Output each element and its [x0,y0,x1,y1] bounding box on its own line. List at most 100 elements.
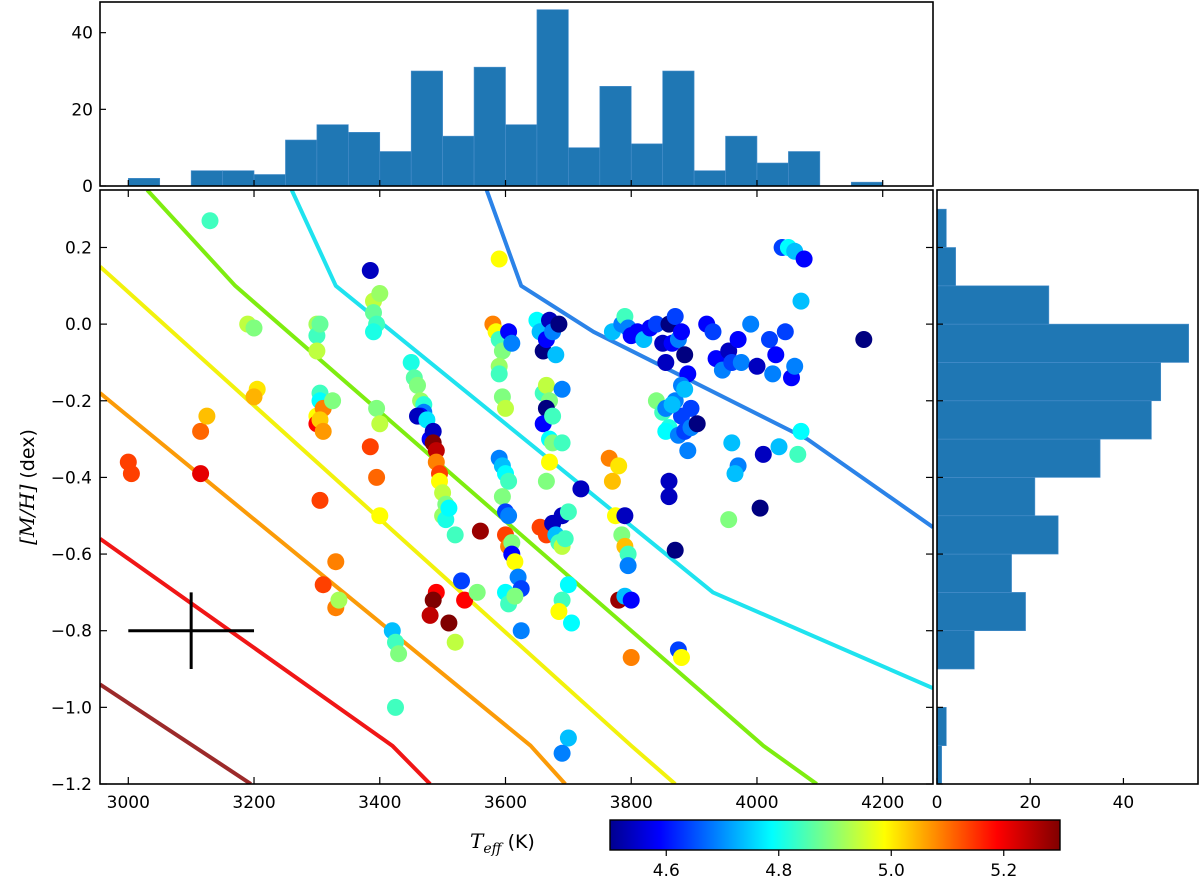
scatter-point [786,357,804,375]
scatter-point [559,576,577,594]
scatter-point [390,645,408,663]
colorbar-tick-label: 4.6 [653,861,680,881]
scatter-point [330,591,348,609]
mh-hist-xtick-label: 20 [1019,793,1041,813]
scatter-xtick-label: 3000 [107,793,150,813]
mh-hist-bar [936,630,975,670]
teff-hist-ytick-label: 40 [71,24,93,44]
scatter-point [368,399,386,417]
scatter-point [704,323,722,341]
teff-hist-bar [756,162,789,187]
teff-hist-bar [285,139,318,187]
scatter-xtick-label: 3800 [610,793,653,813]
teff-hist-ytick-label: 0 [82,177,93,197]
teff-hist-bar [662,70,695,187]
scatter-ytick-label: −0.4 [51,468,92,488]
metallicity-histogram-bars [936,208,1189,785]
scatter-point [440,499,458,517]
scatter-xtick-label: 3600 [484,793,527,813]
scatter-point [314,422,332,440]
scatter-point [751,499,769,517]
teff-hist-bar [568,147,601,187]
scatter-point [682,399,700,417]
scatter-point [493,488,511,506]
scatter-point [732,354,750,371]
metallicity-histogram-frame [936,189,1199,785]
scatter-point [748,357,766,375]
mh-hist-bar [936,362,1162,402]
teff-hist-bar [473,66,506,187]
teff-hist-bar [599,86,632,187]
scatter-xtick-label: 4000 [735,793,778,813]
scatter-point [537,472,555,490]
scatter-point [660,472,678,490]
scatter-point [490,250,508,268]
teff-hist-bar [316,124,349,187]
scatter-point [666,541,684,559]
colorbar-tick-label: 4.8 [765,861,792,881]
scatter-point [550,603,568,620]
scatter-point [409,376,426,394]
scatter-point [729,331,747,348]
scatter-point [767,346,785,364]
y-axis-label: [M/H] (dex) [15,429,39,545]
scatter-point [192,465,210,483]
scatter-ytick-label: −0.2 [51,392,92,412]
colorbar-tick-label: 5.0 [878,861,905,881]
scatter-point [663,396,681,414]
isoline [100,391,567,784]
scatter-point [371,285,389,302]
mh-hist-bar [936,592,1026,632]
scatter-point [553,380,571,398]
scatter-point [506,587,524,605]
scatter-point [503,334,521,352]
scatter-point [471,522,489,540]
scatter-xticks: 3000 3200 3400 3600 3800 4000 4200 [107,190,904,813]
scatter-point [324,392,342,410]
scatter-point [453,572,470,590]
scatter-point [440,614,458,632]
scatter-point [500,507,518,525]
teff-hist-bar [630,143,663,187]
scatter-point [572,480,590,498]
teff-hist-bar [222,170,255,187]
colorbar-ticks: 4.6 4.8 5.0 5.2 [653,850,1017,881]
x-axis-label: Teff (K) [470,829,535,857]
scatter-point [553,434,571,452]
scatter-point [308,342,326,360]
scatter-point [544,407,562,425]
teff-histogram-frame [99,1,934,187]
isoline [145,190,818,784]
mh-hist-bar [936,438,1101,478]
scatter-point [311,491,329,509]
scatter-point [622,591,640,609]
mh-hist-bar [936,553,1012,593]
y-axis-label-unit: (dex) [17,429,39,479]
mh-hist-bar [936,477,1036,517]
teff-histogram: 0 20 40 [71,1,934,197]
isoline [484,190,933,529]
colorbar-tick-label: 5.2 [990,861,1017,881]
scatter-point [361,438,379,456]
scatter-point [761,331,778,348]
scatter-point [490,365,508,383]
scatter-point [792,292,810,310]
mh-hist-xtick-label: 40 [1113,793,1135,813]
scatter-yticks: −1.2 −1.0 −0.8 −0.6 −0.4 −0.2 0.0 0.2 [51,238,933,795]
metallicity-histogram: 0 20 40 [932,189,1199,813]
teff-hist-bar [788,151,821,187]
scatter-point [742,315,760,333]
scatter-point [506,553,524,571]
scatter-point [616,507,634,525]
scatter-point [647,315,665,333]
scatter-point [468,583,486,601]
scatter-ytick-label: −1.2 [51,775,92,795]
y-axis-label-symbol: [M/H] [15,484,39,544]
teff-hist-bar [442,135,475,187]
scatter-point [245,319,263,337]
mh-hist-bar [936,400,1152,440]
scatter-point [446,526,464,544]
teff-hist-bar [190,170,223,187]
teff-hist-bar [348,132,381,187]
